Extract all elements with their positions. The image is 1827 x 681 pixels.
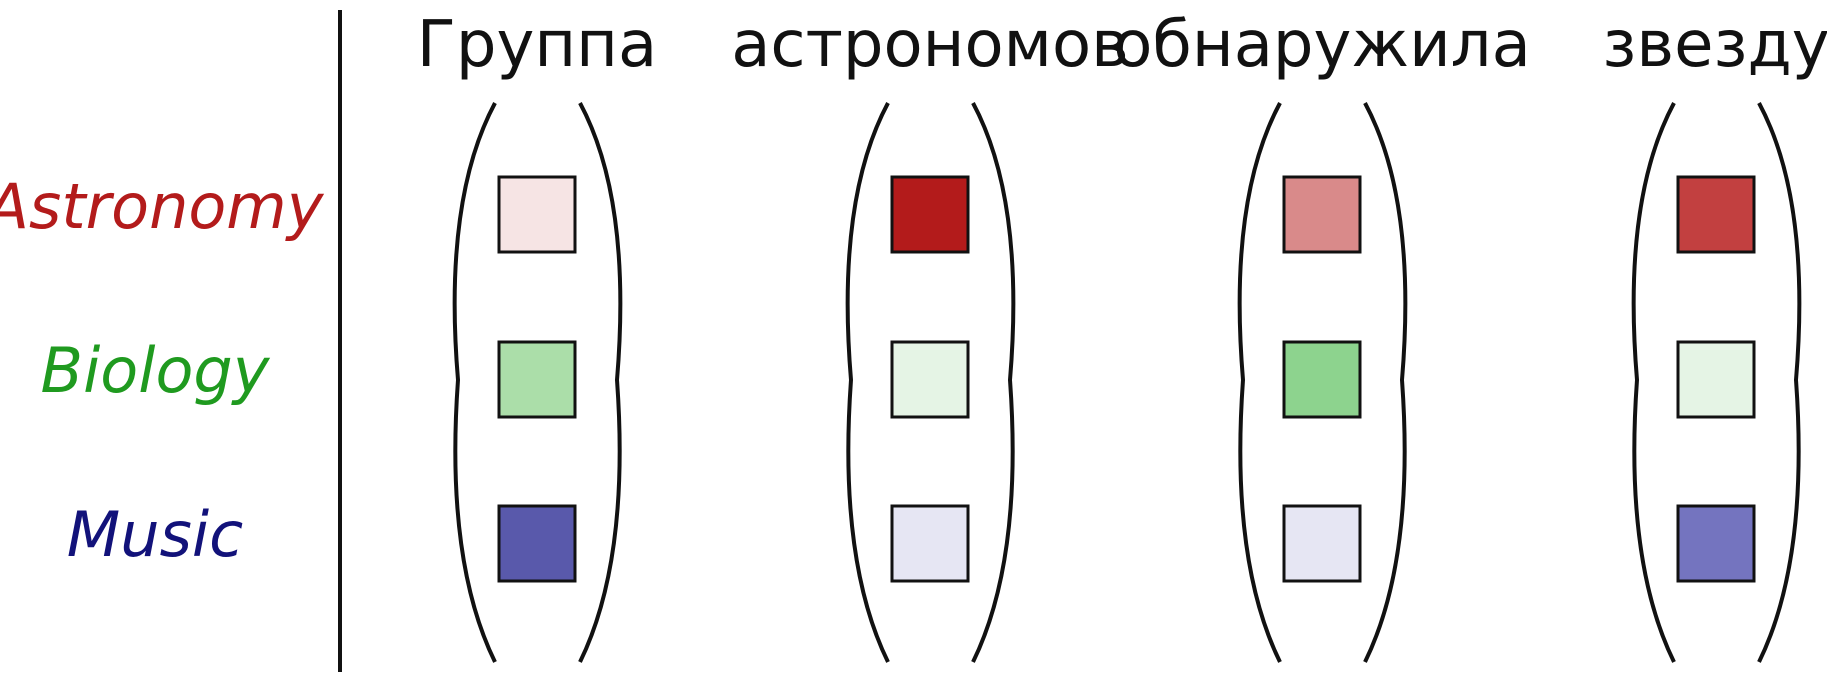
cell-astronomy [1676,175,1756,254]
cell-music [497,504,577,583]
column-word: звезду [1602,8,1827,82]
left-parenthesis [1631,102,1676,663]
cell-biology [1282,340,1362,419]
column-word: обнаружила [1113,8,1531,82]
column-gruppa: Группа [417,8,657,663]
left-parenthesis [1237,102,1282,663]
column-word: астрономов [731,8,1129,82]
column-astronomov: астрономов [731,8,1129,663]
right-parenthesis [971,102,1016,663]
left-parenthesis [845,102,890,663]
left-parenthesis [452,102,497,663]
column-zvezdu: звезду [1602,8,1827,663]
cell-biology [1676,340,1756,419]
cell-biology [497,340,577,419]
cell-music [1282,504,1362,583]
row-label-music: Music [67,498,243,571]
column-word: Группа [417,8,657,82]
right-parenthesis [578,102,623,663]
row-label-biology: Biology [41,334,271,407]
row-label-astronomy: Astronomy [0,170,325,243]
cell-music [890,504,970,583]
cell-music [1676,504,1756,583]
cell-astronomy [1282,175,1362,254]
right-parenthesis [1363,102,1408,663]
cell-astronomy [890,175,970,254]
cell-biology [890,340,970,419]
column-obnaruzhila: обнаружила [1113,8,1531,663]
cell-astronomy [497,175,577,254]
right-parenthesis [1757,102,1802,663]
